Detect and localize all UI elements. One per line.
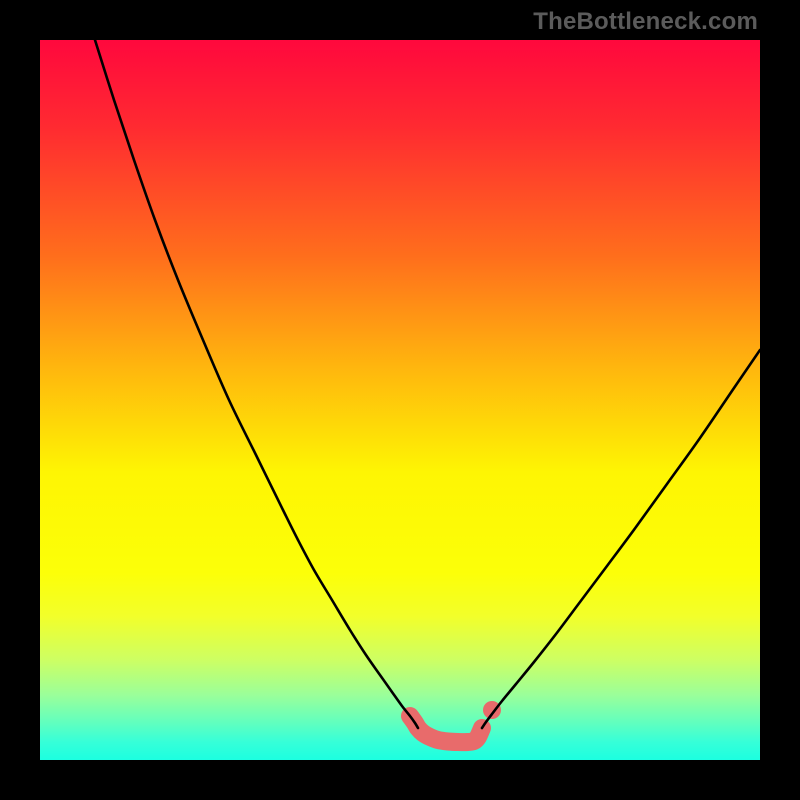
right_curve [482,350,760,728]
chart-container: TheBottleneck.com [0,0,800,800]
bottom_highlight [410,716,482,742]
watermark-text: TheBottleneck.com [533,8,758,36]
curves-layer [40,40,760,760]
plot-area [40,40,760,760]
left_curve [95,40,418,728]
